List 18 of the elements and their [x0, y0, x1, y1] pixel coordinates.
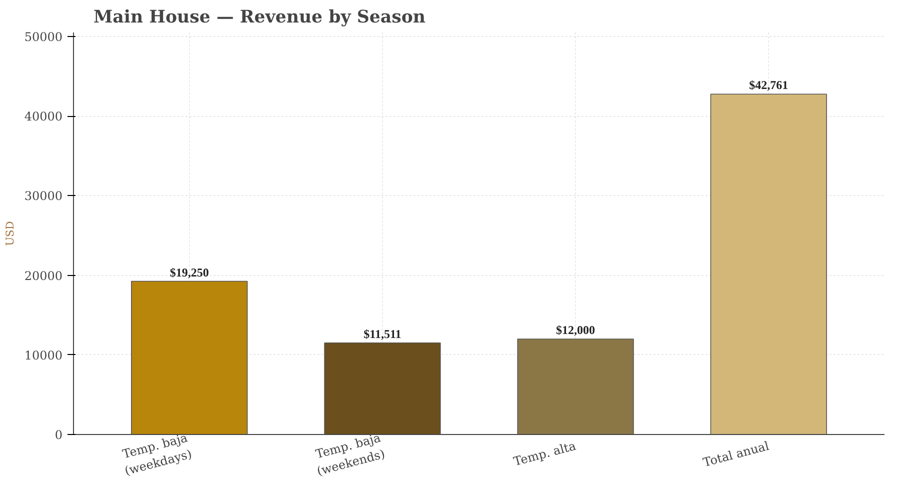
y-tick-label: 40000	[24, 110, 63, 124]
data-label: $19,250	[170, 265, 209, 280]
data-label: $11,511	[364, 326, 402, 341]
bar	[131, 280, 248, 434]
bar	[324, 342, 441, 434]
y-tick-label: 50000	[24, 30, 63, 44]
y-axis-title: USD	[3, 221, 16, 246]
y-tick-label: 10000	[24, 348, 63, 362]
x-tick-label: Total anual	[702, 438, 771, 470]
x-tick-label: Temp. alta	[512, 438, 578, 469]
y-tick-label: 20000	[24, 268, 63, 283]
bar	[517, 338, 634, 434]
data-label: $42,761	[749, 78, 788, 92]
data-label: $12,000	[556, 322, 596, 337]
chart-title: Main House — Revenue by Season	[94, 8, 426, 28]
bar	[710, 94, 827, 434]
y-tick-label: 30000	[24, 189, 63, 204]
y-tick-label: 0	[54, 428, 63, 442]
